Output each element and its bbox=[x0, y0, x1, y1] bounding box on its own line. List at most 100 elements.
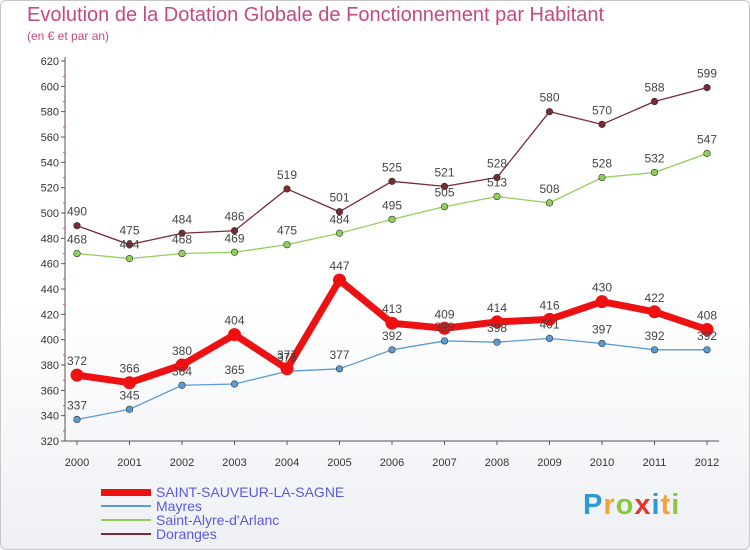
legend-label: SAINT-SAUVEUR-LA-SAGNE bbox=[156, 484, 345, 500]
data-point bbox=[73, 222, 81, 230]
data-label: 447 bbox=[329, 259, 349, 273]
data-label: 422 bbox=[644, 291, 664, 305]
data-label: 528 bbox=[592, 157, 612, 171]
data-label: 475 bbox=[277, 224, 297, 238]
data-point bbox=[543, 312, 556, 326]
data-point bbox=[335, 229, 344, 237]
data-point bbox=[703, 346, 711, 354]
data-point bbox=[493, 173, 501, 182]
data-label: 377 bbox=[277, 348, 297, 362]
legend-label: Doranges bbox=[156, 526, 217, 542]
chart-subtitle: (en € et par an) bbox=[27, 29, 110, 43]
data-point bbox=[230, 248, 239, 256]
data-label: 469 bbox=[224, 231, 244, 245]
data-point bbox=[385, 316, 399, 330]
data-point bbox=[125, 405, 134, 413]
data-point bbox=[545, 108, 554, 116]
x-tick-label: 2007 bbox=[432, 457, 456, 469]
data-label: 413 bbox=[382, 302, 402, 316]
data-point bbox=[388, 346, 396, 354]
data-label: 380 bbox=[172, 344, 192, 358]
x-tick-label: 2011 bbox=[643, 457, 667, 469]
y-tick-label: 560 bbox=[41, 132, 59, 144]
data-point bbox=[493, 192, 501, 201]
legend-item: Doranges bbox=[101, 527, 344, 541]
data-label: 397 bbox=[592, 322, 612, 336]
data-point bbox=[333, 273, 346, 287]
proxiti-logo: Proxiti bbox=[583, 489, 681, 521]
y-tick-label: 460 bbox=[41, 259, 59, 271]
data-label: 490 bbox=[67, 205, 87, 219]
data-point bbox=[335, 365, 344, 373]
data-point bbox=[440, 203, 449, 211]
legend-label: Mayres bbox=[156, 498, 202, 514]
data-point bbox=[440, 182, 449, 190]
x-tick-label: 2001 bbox=[117, 457, 141, 469]
data-label: 365 bbox=[224, 363, 244, 377]
data-point bbox=[388, 177, 396, 185]
x-tick-label: 2005 bbox=[327, 457, 351, 469]
x-tick-label: 2010 bbox=[590, 457, 614, 469]
data-point bbox=[703, 149, 711, 158]
data-label: 580 bbox=[539, 91, 559, 105]
data-label: 392 bbox=[697, 329, 717, 343]
data-label: 414 bbox=[487, 301, 507, 315]
data-point bbox=[598, 120, 606, 128]
x-tick-label: 2000 bbox=[65, 457, 89, 469]
data-label: 495 bbox=[382, 198, 402, 212]
x-tick-label: 2006 bbox=[380, 457, 404, 469]
data-label: 401 bbox=[539, 317, 559, 331]
data-point bbox=[228, 328, 241, 342]
data-label: 588 bbox=[644, 81, 664, 95]
data-label: 377 bbox=[329, 348, 349, 362]
data-label: 525 bbox=[382, 160, 402, 174]
data-label: 337 bbox=[67, 398, 87, 412]
data-label: 416 bbox=[539, 298, 559, 312]
data-point bbox=[490, 315, 504, 329]
data-point bbox=[545, 199, 554, 207]
legend-label: Saint-Alyre-d'Arlanc bbox=[156, 512, 280, 528]
data-point bbox=[123, 376, 136, 390]
data-point bbox=[388, 215, 396, 223]
data-label: 468 bbox=[172, 233, 192, 247]
data-point bbox=[280, 362, 294, 376]
data-label: 508 bbox=[539, 182, 559, 196]
data-point bbox=[700, 323, 714, 337]
y-tick-label: 340 bbox=[41, 411, 59, 423]
data-label: 484 bbox=[329, 212, 349, 226]
data-label: 366 bbox=[119, 362, 139, 376]
data-label: 464 bbox=[119, 238, 139, 252]
y-tick-label: 420 bbox=[41, 309, 59, 321]
data-label: 484 bbox=[172, 212, 192, 226]
y-tick-label: 500 bbox=[41, 208, 59, 220]
data-point bbox=[230, 227, 239, 235]
data-point bbox=[73, 249, 81, 258]
data-point bbox=[230, 380, 239, 388]
data-label: 475 bbox=[119, 224, 139, 238]
data-point bbox=[438, 321, 451, 335]
data-point bbox=[70, 368, 84, 382]
legend-swatch bbox=[101, 505, 151, 507]
data-point bbox=[650, 168, 659, 177]
data-label: 521 bbox=[434, 165, 454, 179]
data-label: 468 bbox=[67, 233, 87, 247]
data-label: 532 bbox=[644, 151, 664, 165]
data-label: 570 bbox=[592, 103, 612, 117]
data-label: 486 bbox=[224, 210, 244, 224]
y-tick-label: 620 bbox=[41, 56, 59, 68]
x-tick-label: 2012 bbox=[695, 457, 719, 469]
x-tick-label: 2004 bbox=[275, 457, 299, 469]
x-tick-label: 2009 bbox=[537, 457, 561, 469]
data-point bbox=[178, 249, 186, 258]
legend-swatch bbox=[101, 488, 151, 496]
data-label: 430 bbox=[592, 281, 612, 295]
data-point bbox=[335, 208, 344, 216]
data-point bbox=[283, 185, 291, 193]
data-label: 547 bbox=[697, 132, 717, 146]
data-label: 513 bbox=[487, 176, 507, 190]
y-tick-label: 380 bbox=[41, 360, 59, 372]
data-label: 528 bbox=[487, 157, 507, 171]
data-point bbox=[73, 415, 81, 424]
